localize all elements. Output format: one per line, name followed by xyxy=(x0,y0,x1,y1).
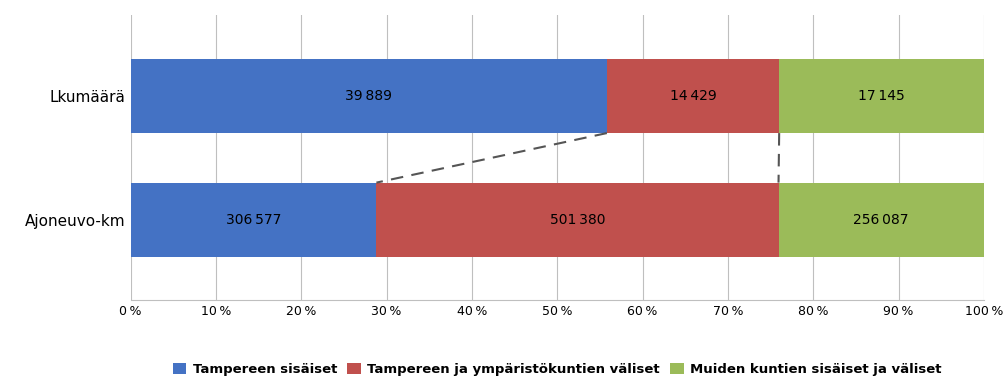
Bar xyxy=(777,182,983,257)
Bar xyxy=(606,59,778,133)
Bar xyxy=(376,182,777,257)
Text: 17 145: 17 145 xyxy=(858,89,904,103)
Text: 39 889: 39 889 xyxy=(345,89,392,103)
Bar xyxy=(130,182,376,257)
Text: 501 380: 501 380 xyxy=(550,213,605,227)
Bar xyxy=(778,59,983,133)
Legend: Tampereen sisäiset, Tampereen ja ympäristökuntien väliset, Muiden kuntien sisäis: Tampereen sisäiset, Tampereen ja ympäris… xyxy=(168,358,946,382)
Text: 256 087: 256 087 xyxy=(853,213,908,227)
Bar xyxy=(130,59,606,133)
Text: 306 577: 306 577 xyxy=(226,213,281,227)
Text: 14 429: 14 429 xyxy=(669,89,716,103)
